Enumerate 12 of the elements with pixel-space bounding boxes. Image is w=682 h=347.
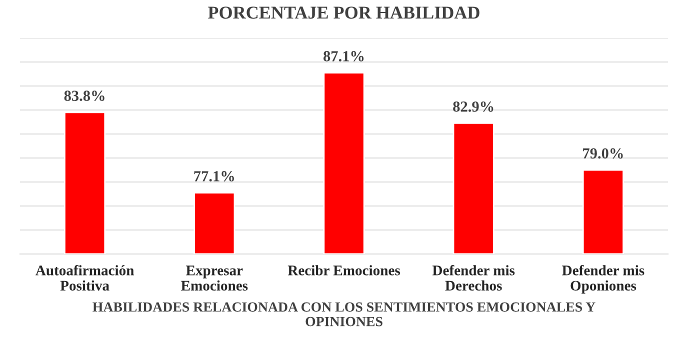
x-axis-title: HABILIDADES RELACIONADA CON LOS SENTIMIENTOS EMOCIONALES Y OPINIONES [92,302,596,326]
x-tick-label: Autoafirmación Positiva [36,264,134,291]
data-label: 77.1% [194,171,234,182]
x-tick-label: Defender mis Derechos [432,264,515,291]
x-tick-label: Defender mis Oponiones [562,264,644,294]
data-label: 82.9% [453,101,494,112]
x-tick-label: Expresar Emociones [181,266,248,291]
data-label: 87.1% [324,51,364,62]
data-label: 83.8% [64,90,104,102]
x-tick-label: Recibr Emociones [288,265,400,276]
data-label: 79.0% [583,148,623,159]
chart-title: PORCENTAJE POR HABILIDAD [208,6,480,19]
